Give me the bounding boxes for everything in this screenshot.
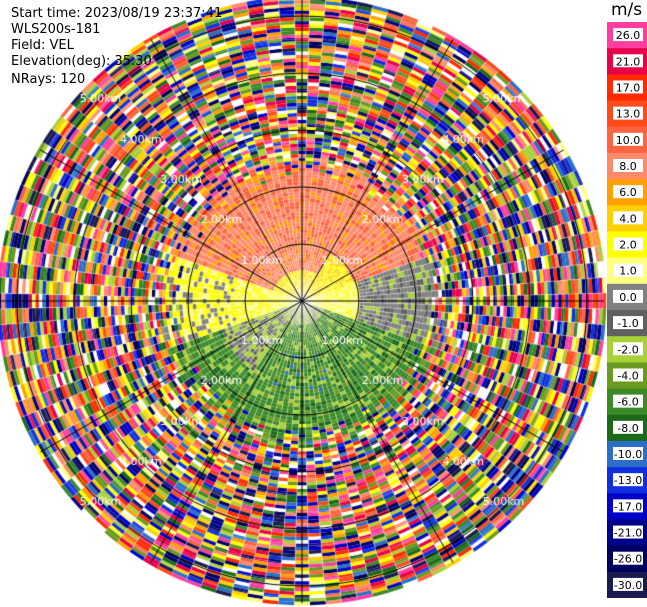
colorbar-tick-label: 21.0 bbox=[616, 55, 641, 68]
colorbar-tick-label: -26.0 bbox=[614, 553, 642, 566]
colorbar-tick-bg bbox=[613, 342, 643, 356]
ppi-radar-plot bbox=[0, 0, 607, 607]
colorbar-tick-label: 0.0 bbox=[619, 291, 637, 304]
colorbar-tick-bg bbox=[613, 368, 643, 382]
colorbar-tick-bg bbox=[613, 80, 643, 94]
colorbar-tick-label: -30.0 bbox=[614, 579, 642, 592]
colorbar-tick-label: 10.0 bbox=[616, 134, 641, 147]
colorbar-tick-bg bbox=[613, 499, 643, 513]
colorbar-tick-label: 1.0 bbox=[619, 265, 637, 278]
colorbar: 26.0 21.0 17.0 13.0 10.0 8.0 6.0 4.0 2.0 1.0 0.0 -1… bbox=[607, 22, 647, 598]
colorbar-tick-bg bbox=[613, 54, 643, 68]
colorbar-tick-bg bbox=[613, 185, 643, 199]
colorbar-tick-bg bbox=[613, 394, 643, 408]
colorbar-tick-bg bbox=[613, 28, 643, 42]
colorbar-tick-bg bbox=[613, 211, 643, 225]
colorbar-tick-label: 8.0 bbox=[619, 160, 637, 173]
colorbar-tick-label: 6.0 bbox=[619, 186, 637, 199]
colorbar-tick-label: -4.0 bbox=[617, 369, 638, 382]
colorbar-tick-label: -8.0 bbox=[617, 422, 638, 435]
colorbar-tick-bg bbox=[613, 106, 643, 120]
start-time-label: Start time: 2023/08/19 23:37:41 bbox=[11, 6, 223, 21]
nrays-label: NRays: 120 bbox=[11, 72, 86, 87]
colorbar-tick-bg bbox=[613, 132, 643, 146]
field-label: Field: VEL bbox=[11, 38, 74, 53]
colorbar-tick-label: -10.0 bbox=[614, 448, 642, 461]
colorbar-tick-bg bbox=[613, 525, 643, 539]
colorbar-tick-label: 17.0 bbox=[616, 81, 641, 94]
colorbar-tick-bg bbox=[613, 577, 643, 591]
colorbar-tick-label: -1.0 bbox=[617, 317, 638, 330]
colorbar-tick-bg bbox=[613, 316, 643, 330]
elevation-label: Elevation(deg): 35.30 bbox=[11, 54, 152, 69]
colorbar-tick-label: -2.0 bbox=[617, 343, 638, 356]
instrument-label: WLS200s-181 bbox=[11, 22, 101, 37]
colorbar-tick-label: -6.0 bbox=[617, 396, 638, 409]
colorbar-tick-label: 13.0 bbox=[616, 108, 641, 121]
colorbar-tick-bg bbox=[613, 289, 643, 303]
colorbar-tick-bg bbox=[613, 263, 643, 277]
colorbar-tick-label: 4.0 bbox=[619, 212, 637, 225]
colorbar-tick-label: -17.0 bbox=[614, 500, 642, 513]
colorbar-title: m/s bbox=[611, 0, 643, 20]
colorbar-tick-bg bbox=[613, 551, 643, 565]
colorbar-tick-label: -13.0 bbox=[614, 474, 642, 487]
colorbar-tick-bg bbox=[613, 420, 643, 434]
colorbar-tick-bg bbox=[613, 159, 643, 172]
colorbar-tick-bg bbox=[613, 237, 643, 251]
colorbar-tick-label: 2.0 bbox=[619, 239, 637, 252]
colorbar-tick-label: -21.0 bbox=[614, 527, 642, 540]
colorbar-tick-bg bbox=[613, 473, 643, 487]
colorbar-tick-label: 26.0 bbox=[616, 29, 641, 42]
colorbar-tick-bg bbox=[613, 447, 643, 460]
